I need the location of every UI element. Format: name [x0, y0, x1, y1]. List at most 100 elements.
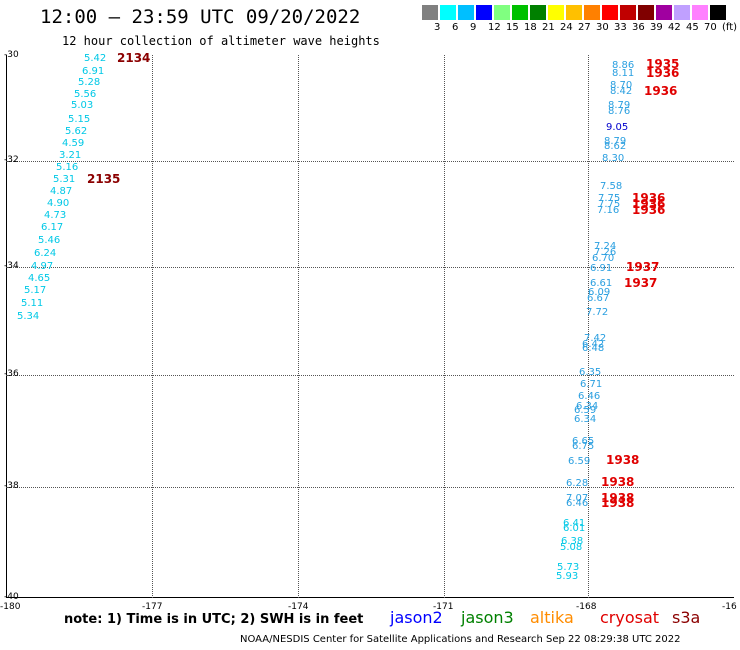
- wave-height-value: 5.34: [17, 311, 40, 322]
- wave-height-value: 6.61: [590, 278, 613, 289]
- wave-height-value: 5.17: [24, 285, 47, 296]
- x-tick-label: -180: [0, 602, 21, 612]
- y-tick-label: -38: [4, 481, 19, 491]
- wave-height-value: 5.73: [557, 562, 580, 573]
- plot-left-border: [6, 55, 7, 598]
- wave-height-value: 7.72: [586, 307, 609, 318]
- plot-bottom-border: [6, 597, 734, 598]
- wave-height-value: 8.79: [608, 100, 631, 111]
- wave-height-value: 5.11: [21, 298, 44, 309]
- wave-height-value: 6.75: [572, 441, 595, 452]
- pass-time-label: 1936: [644, 84, 678, 98]
- wave-height-value: 6.91: [590, 263, 613, 274]
- gridline-lon--168: [588, 55, 589, 598]
- scale-swatch: [710, 5, 727, 20]
- scale-label: 12: [488, 22, 501, 33]
- pass-time-label: 1935: [646, 57, 680, 71]
- wave-height-value: 6.34: [574, 414, 597, 425]
- pass-time-label: 2135: [87, 172, 121, 186]
- pass-time-label: 1938: [601, 491, 635, 505]
- wave-height-value: 4.59: [62, 138, 85, 149]
- scale-swatch: [566, 5, 583, 20]
- pass-time-label: 1938: [601, 475, 635, 489]
- wave-height-value: 8.30: [602, 153, 625, 164]
- x-tick-label: -168: [576, 602, 597, 612]
- scale-swatch: [674, 5, 691, 20]
- wave-height-value: 4.97: [31, 261, 54, 272]
- units-note: note: 1) Time is in UTC; 2) SWH is in fe…: [64, 612, 364, 627]
- wave-height-value: 6.17: [41, 222, 64, 233]
- wave-height-value: 6.41: [563, 518, 586, 529]
- gridline-lat--34: [6, 267, 734, 268]
- pass-time-label: 1936: [646, 66, 680, 80]
- wave-height-value: 4.90: [47, 198, 70, 209]
- wave-height-value: 7.26: [594, 247, 617, 258]
- wave-height-value: 6.09: [588, 287, 611, 298]
- pass-time-label: 1938: [601, 496, 635, 510]
- scale-label: 39: [650, 22, 663, 33]
- wave-height-value: 6.38: [561, 536, 584, 547]
- wave-height-value: 6.65: [572, 436, 595, 447]
- scale-swatch: [458, 5, 475, 20]
- footer-credit: NOAA/NESDIS Center for Satellite Applica…: [240, 634, 681, 645]
- scale-swatch: [602, 5, 619, 20]
- scale-swatch: [620, 5, 637, 20]
- scale-label: 18: [524, 22, 537, 33]
- wave-height-value: 5.46: [38, 235, 61, 246]
- scale-swatch: [530, 5, 547, 20]
- pass-time-label: 1937: [624, 276, 658, 290]
- wave-height-value: 6.91: [82, 66, 105, 77]
- y-tick-label: -30: [4, 50, 19, 60]
- y-tick-label: -34: [4, 261, 19, 271]
- wave-height-value: 5.62: [65, 126, 88, 137]
- y-tick-label: -40: [4, 592, 19, 602]
- wave-height-value: 7.24: [594, 241, 617, 252]
- scale-label: 45: [686, 22, 699, 33]
- wave-height-value: 5.42: [84, 53, 107, 64]
- wave-height-value: 5.03: [71, 100, 94, 111]
- satellite-legend-altika: altika: [530, 608, 574, 627]
- wave-height-value: 4.65: [28, 273, 51, 284]
- scale-label: 30: [596, 22, 609, 33]
- wave-height-value: 5.31: [53, 174, 76, 185]
- gridline-lat--38: [6, 487, 734, 488]
- gridline-lat--36: [6, 375, 734, 376]
- x-tick-label: -177: [142, 602, 163, 612]
- pass-time-label: 1937: [626, 260, 660, 274]
- scale-swatch: [656, 5, 673, 20]
- gridline-lat--32: [6, 161, 734, 162]
- wave-height-value: 7.42: [584, 333, 607, 344]
- wave-height-value: 6.48: [582, 343, 605, 354]
- scale-swatch: [476, 5, 493, 20]
- wave-height-value: 6.59: [568, 456, 591, 467]
- wave-height-value: 5.08: [560, 542, 583, 553]
- scale-label: (ft): [722, 22, 738, 33]
- satellite-legend-jason2: jason2: [390, 608, 443, 627]
- scale-label: 33: [614, 22, 627, 33]
- gridline-lon--177: [152, 55, 153, 598]
- scale-swatch: [584, 5, 601, 20]
- gridline-lon--171: [444, 55, 445, 598]
- map-title: 12:00 — 23:59 UTC 09/20/2022: [40, 6, 361, 28]
- scale-swatch: [692, 5, 709, 20]
- wave-height-value: 8.70: [610, 80, 633, 91]
- x-tick-label: -171: [433, 602, 454, 612]
- wave-height-value: 8.62: [604, 141, 627, 152]
- wave-height-value: 6.46: [578, 391, 601, 402]
- wave-height-value: 6.42: [582, 339, 605, 350]
- scale-swatch: [440, 5, 457, 20]
- x-tick-label: -174: [288, 602, 309, 612]
- satellite-legend-jason3: jason3: [461, 608, 514, 627]
- y-tick-label: -36: [4, 369, 19, 379]
- scale-label: 15: [506, 22, 519, 33]
- y-tick-label: -32: [4, 155, 19, 165]
- wave-height-value: 7.58: [600, 181, 623, 192]
- wave-height-value: 5.93: [556, 571, 579, 582]
- wave-height-value: 6.67: [587, 293, 610, 304]
- map-subtitle: 12 hour collection of altimeter wave hei…: [62, 34, 380, 48]
- wave-height-value: 7.07: [566, 493, 589, 504]
- wave-height-value: 6.70: [592, 253, 615, 264]
- wave-height-value: 4.73: [44, 210, 67, 221]
- map-plot-area: [6, 55, 734, 598]
- wave-height-value: 3.21: [59, 150, 82, 161]
